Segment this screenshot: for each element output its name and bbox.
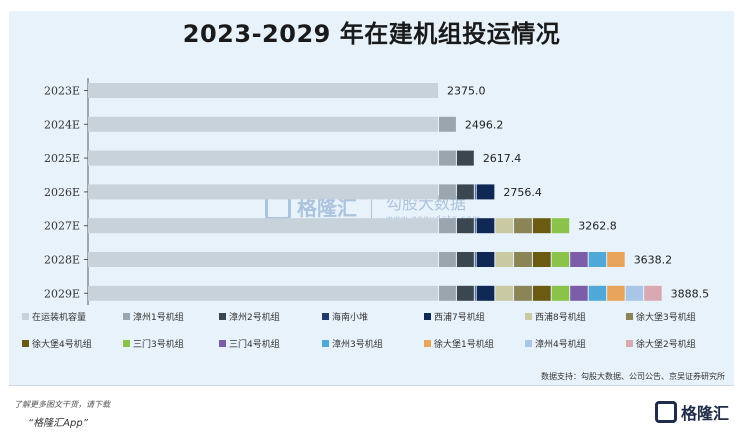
total-label: 2617.4 bbox=[483, 152, 522, 165]
bar-segment-7 bbox=[532, 285, 551, 301]
legend-swatch bbox=[219, 313, 226, 320]
bar-segment-0 bbox=[88, 116, 438, 132]
bar-segment-3 bbox=[474, 218, 476, 234]
logo-icon bbox=[655, 401, 677, 423]
legend-swatch bbox=[123, 313, 130, 320]
legend-swatch bbox=[424, 313, 431, 320]
bar-segment-3 bbox=[474, 252, 476, 267]
legend-label: 徐大堡3号机组 bbox=[636, 311, 696, 323]
bar-segment-1 bbox=[439, 252, 456, 267]
bar-segment-0 bbox=[88, 184, 438, 200]
bar-segment-8 bbox=[551, 252, 570, 267]
bar-segment-8 bbox=[551, 218, 570, 234]
legend-swatch bbox=[219, 340, 226, 347]
legend-swatch bbox=[123, 340, 130, 347]
legend-label: 漳州1号机组 bbox=[133, 311, 184, 323]
category-label: 2027E bbox=[44, 220, 80, 233]
bar-segment-5 bbox=[495, 252, 514, 267]
legend-swatch bbox=[322, 313, 329, 320]
bar-segment-0 bbox=[88, 252, 438, 267]
bar-segment-11 bbox=[607, 285, 625, 301]
bar-segment-6 bbox=[514, 285, 532, 301]
footer-logo-text: 格隆汇 bbox=[681, 404, 730, 423]
bar-segment-2 bbox=[456, 150, 474, 166]
bar-segment-12 bbox=[625, 285, 644, 301]
bar-segment-9 bbox=[570, 285, 588, 301]
bar-segment-0 bbox=[88, 83, 438, 98]
legend-label: 徐大堡2号机组 bbox=[636, 338, 696, 350]
bar-segment-1 bbox=[439, 218, 456, 234]
bar-segment-0 bbox=[88, 150, 438, 166]
bar-segment-4 bbox=[476, 252, 495, 267]
legend-label: 徐大堡1号机组 bbox=[434, 338, 494, 350]
legend-label: 徐大堡4号机组 bbox=[32, 338, 92, 350]
legend-swatch bbox=[424, 340, 431, 347]
watermark-brand: 格隆汇 bbox=[297, 196, 357, 220]
total-label: 3262.8 bbox=[578, 220, 617, 233]
bar-segment-10 bbox=[588, 252, 607, 267]
legend-label: 在运装机容量 bbox=[32, 311, 86, 323]
legend-label: 海南小堆 bbox=[332, 311, 368, 323]
footer-app-name: “格隆汇App” bbox=[28, 418, 88, 429]
chart-title: 2023-2029 年在建机组投运情况 bbox=[182, 20, 561, 48]
bar-segment-3 bbox=[474, 285, 476, 301]
legend-label: 漳州3号机组 bbox=[332, 338, 383, 350]
total-label: 2756.4 bbox=[503, 186, 542, 199]
total-label: 2375.0 bbox=[447, 85, 486, 98]
legend-swatch bbox=[322, 340, 329, 347]
legend-label: 漳州4号机组 bbox=[535, 338, 586, 350]
bar-segment-6 bbox=[514, 218, 532, 234]
category-label: 2025E bbox=[44, 152, 80, 165]
bar-segment-7 bbox=[532, 252, 551, 267]
bar-segment-4 bbox=[476, 218, 495, 234]
legend-swatch bbox=[525, 340, 532, 347]
legend-label: 三门4号机组 bbox=[229, 338, 280, 350]
watermark-separator bbox=[371, 191, 372, 222]
total-label: 2496.2 bbox=[465, 118, 504, 131]
category-label: 2024E bbox=[44, 118, 80, 131]
data-source: 数据支持：勾股大数据、公司公告、京吴证券研究所 bbox=[541, 372, 725, 381]
total-label: 3638.2 bbox=[634, 254, 673, 267]
bar-segment-8 bbox=[551, 285, 570, 301]
category-label: 2028E bbox=[44, 254, 80, 267]
category-label: 2023E bbox=[44, 85, 80, 98]
bar-segment-2 bbox=[456, 184, 474, 200]
legend-swatch bbox=[525, 313, 532, 320]
legend-swatch bbox=[626, 340, 633, 347]
bar-segment-0 bbox=[88, 218, 438, 234]
bar-segment-3 bbox=[474, 184, 476, 200]
bar-segment-2 bbox=[456, 252, 474, 267]
legend-swatch bbox=[22, 340, 29, 347]
bar-segment-0 bbox=[88, 285, 438, 301]
bar-segment-6 bbox=[514, 252, 532, 267]
bar-segment-7 bbox=[532, 218, 551, 234]
bar-segment-4 bbox=[476, 285, 495, 301]
category-label: 2026E bbox=[44, 186, 80, 199]
bar-segment-1 bbox=[439, 150, 456, 166]
category-label: 2029E bbox=[44, 287, 80, 300]
bar-segment-2 bbox=[456, 218, 474, 234]
legend-label: 三门3号机组 bbox=[133, 338, 184, 350]
bar-segment-5 bbox=[495, 285, 514, 301]
footer-divider bbox=[9, 385, 734, 386]
bar-segment-13 bbox=[644, 285, 662, 301]
bar-segment-2 bbox=[456, 285, 474, 301]
legend-swatch bbox=[22, 313, 29, 320]
legend-label: 漳州2号机组 bbox=[229, 311, 280, 323]
legend-label: 西浦8号机组 bbox=[535, 311, 586, 323]
bar-segment-4 bbox=[476, 184, 495, 200]
bar-segment-1 bbox=[439, 184, 456, 200]
total-label: 3888.5 bbox=[671, 287, 710, 300]
bar-segment-11 bbox=[607, 252, 625, 267]
legend-label: 西浦7号机组 bbox=[434, 311, 485, 323]
bar-segment-10 bbox=[588, 285, 607, 301]
bar-segment-5 bbox=[495, 218, 514, 234]
footer-note: 了解更多图文干货，请下载 bbox=[14, 400, 110, 409]
bar-segment-1 bbox=[439, 116, 456, 132]
bar-segment-1 bbox=[439, 285, 456, 301]
legend-swatch bbox=[626, 313, 633, 320]
bar-segment-9 bbox=[570, 252, 588, 267]
footer-logo: 格隆汇 bbox=[655, 400, 729, 424]
